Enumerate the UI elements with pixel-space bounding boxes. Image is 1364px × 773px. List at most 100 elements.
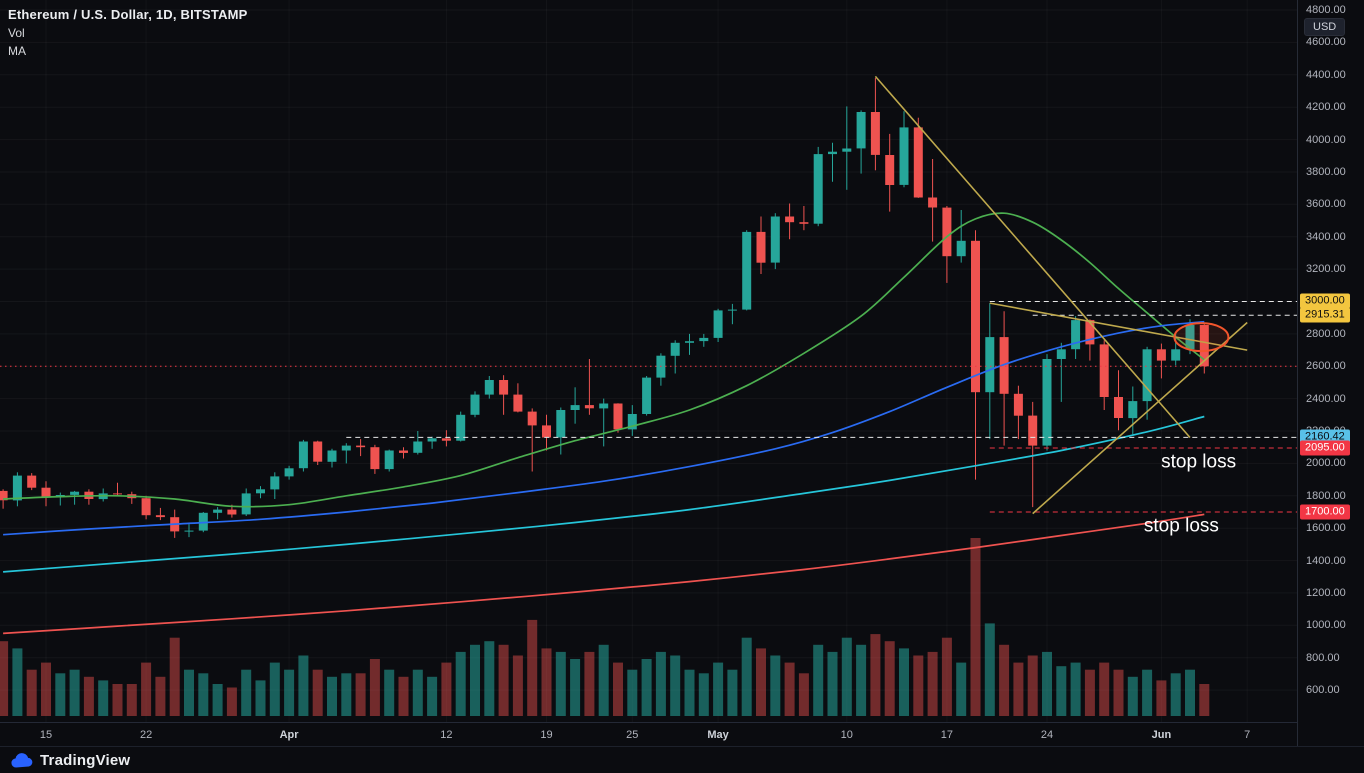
candle <box>556 410 566 438</box>
volume-bar <box>1070 662 1081 716</box>
stop-loss-text-1[interactable]: stop loss <box>1161 452 1236 473</box>
candle <box>1013 393 1023 416</box>
ascending-trendline[interactable] <box>1032 321 1248 515</box>
time-axis-label: 22 <box>139 729 153 741</box>
candle <box>284 468 294 477</box>
volume-bar <box>856 644 867 716</box>
volume-bar <box>341 673 352 716</box>
price-axis-label: 1000.00 <box>1306 619 1346 632</box>
volume-bar <box>1142 669 1153 716</box>
candle <box>1156 349 1166 361</box>
volume-bar <box>41 662 51 716</box>
volume-bar <box>956 662 967 716</box>
candle <box>742 231 752 310</box>
indicator-volume-label[interactable]: Vol <box>8 26 25 40</box>
candle <box>141 498 151 516</box>
candle <box>1185 325 1195 350</box>
candle <box>642 377 652 414</box>
volume-bar <box>255 680 266 716</box>
price-axis-label: 2800.00 <box>1306 327 1346 340</box>
descending-trendline-short[interactable] <box>989 302 1248 351</box>
volume-bar <box>1170 673 1181 716</box>
volume-bar <box>841 637 852 716</box>
candle <box>1071 320 1081 350</box>
candle <box>928 197 938 208</box>
price-axis-label: 1400.00 <box>1306 554 1346 567</box>
candle <box>599 403 609 409</box>
candle <box>727 309 737 311</box>
volume-bar <box>1199 684 1210 716</box>
volume-bar <box>827 651 838 716</box>
price-axis-label: 1600.00 <box>1306 522 1346 535</box>
volume-bar <box>398 676 409 716</box>
time-axis[interactable]: 15 22 Apr 12 19 25 May 10 17 24 Jun 7 <box>0 722 1297 746</box>
candle <box>184 530 194 532</box>
candle <box>685 341 694 343</box>
candle <box>241 493 251 515</box>
candle <box>441 438 451 441</box>
volume-bar <box>212 684 223 716</box>
ma-100-line[interactable] <box>3 415 1205 573</box>
bottom-bar: TradingView <box>0 746 1364 773</box>
volume-bar <box>484 641 495 716</box>
time-axis-label: 10 <box>840 729 853 741</box>
candle <box>913 127 923 198</box>
volume-bar <box>713 662 724 716</box>
volume-bar <box>784 662 795 716</box>
volume-bar <box>327 676 337 716</box>
candle <box>27 475 37 488</box>
price-axis[interactable]: USD 600.00 800.00 1000.00 1200.00 1400.00 160… <box>1297 0 1364 746</box>
candle <box>470 394 480 415</box>
candle <box>770 216 780 263</box>
candle <box>527 411 537 426</box>
time-axis-label: 17 <box>940 729 954 741</box>
tradingview-logo[interactable]: TradingView <box>10 752 130 769</box>
price-axis-label: 3400.00 <box>1306 230 1346 243</box>
volume-bar <box>613 662 623 716</box>
volume-bar <box>1156 680 1167 716</box>
candle <box>785 216 795 223</box>
price-axis-label: 800.00 <box>1306 651 1340 664</box>
candle <box>327 450 337 462</box>
stop-loss-text-2[interactable]: stop loss <box>1144 515 1219 536</box>
price-axis-label: 3200.00 <box>1306 263 1346 276</box>
volume-bar <box>298 655 309 716</box>
volume-bar <box>55 673 66 716</box>
volume-bar <box>1113 669 1124 716</box>
price-chart-pane[interactable]: stop loss stop loss Ethereum / U.S. Dolla… <box>0 0 1297 722</box>
time-axis-label: 19 <box>540 729 553 741</box>
volume-bar <box>684 669 695 716</box>
candle <box>70 491 80 495</box>
volume-bar <box>1084 669 1095 716</box>
candle <box>427 438 437 442</box>
symbol-title[interactable]: Ethereum / U.S. Dollar, 1D, BITSTAMP <box>8 7 248 22</box>
volume-bar <box>284 669 295 716</box>
ma-20-line[interactable] <box>3 212 1205 508</box>
candle <box>1199 325 1209 367</box>
highlight-ellipse[interactable] <box>1173 322 1230 353</box>
candle <box>270 476 280 490</box>
candle <box>813 154 823 224</box>
chart-canvas[interactable]: stop loss stop loss <box>0 0 1297 722</box>
volume-bar <box>756 648 766 716</box>
indicator-ma-label[interactable]: MA <box>8 44 26 58</box>
candle <box>413 441 423 453</box>
candle <box>842 148 852 152</box>
ma-200-line[interactable] <box>3 513 1205 635</box>
candle <box>613 403 623 430</box>
currency-toggle-button[interactable]: USD <box>1304 18 1346 36</box>
price-axis-label: 4000.00 <box>1306 133 1346 146</box>
price-axis-label: 2000.00 <box>1306 457 1346 470</box>
tradingview-logo-text: TradingView <box>40 751 131 769</box>
candle <box>942 207 952 257</box>
ma-50-line[interactable] <box>3 320 1205 536</box>
candle <box>513 394 523 412</box>
volume-bar <box>455 651 466 716</box>
descending-trendline-long[interactable] <box>874 75 1191 439</box>
volume-bar <box>198 673 209 716</box>
volume-bar <box>470 644 480 716</box>
volume-bar <box>941 637 952 716</box>
price-axis-label: 2600.00 <box>1306 360 1346 373</box>
candle <box>1042 359 1052 446</box>
volume-bar <box>927 651 938 716</box>
